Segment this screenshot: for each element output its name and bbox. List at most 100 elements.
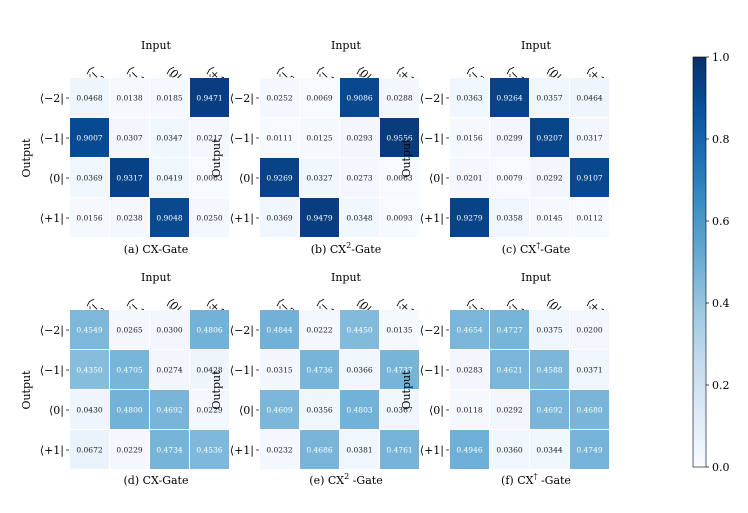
cell-value-label: 0.0357 [536, 94, 562, 103]
cell-value-label: 0.4737 [386, 366, 412, 375]
y-tick-label: ⟨+1| [40, 444, 64, 458]
cell-value-label: 0.0125 [306, 134, 332, 143]
cell-value-label: 0.9471 [196, 94, 222, 103]
colorbar-tick-label: 0.6 [712, 215, 730, 228]
heatmap-cell [340, 78, 379, 117]
cell-value-label: 0.4727 [496, 326, 522, 335]
cell-value-label: 0.4680 [576, 406, 602, 415]
heatmap-cell [70, 310, 109, 349]
cell-value-label: 0.0288 [386, 94, 412, 103]
colorbar-tick-label: 0.2 [712, 379, 730, 392]
cell-value-label: 0.0118 [456, 406, 482, 415]
cell-value-label: 0.0093 [386, 214, 412, 223]
heatmap-cell [570, 350, 609, 389]
heatmap-cell [570, 390, 609, 429]
heatmap-cell [380, 350, 419, 389]
cell-value-label: 0.0381 [346, 446, 372, 455]
heatmap-cell [190, 310, 229, 349]
cell-value-label: 0.4609 [266, 406, 292, 415]
y-tick-label: ⟨0| [429, 172, 444, 186]
y-tick-label: ⟨−2| [230, 92, 254, 106]
cell-value-label: 0.4705 [116, 366, 142, 375]
panel-caption: (f) CX† -Gate [501, 472, 571, 487]
caption-text: (e) CX [309, 474, 344, 487]
cell-value-label: 0.0112 [576, 214, 602, 223]
cell-value-label: 0.4736 [306, 366, 332, 375]
heatmap-cell [300, 118, 339, 157]
y-tick-label: ⟨−2| [40, 92, 64, 106]
cell-value-label: 0.0069 [306, 94, 332, 103]
heatmap-cell [380, 390, 419, 429]
panel-caption: (b) CX2-Gate [311, 241, 381, 256]
heatmap-cell [260, 118, 299, 157]
heatmap-cell [340, 198, 379, 237]
cell-value-label: 0.4803 [346, 406, 372, 415]
caption-text: -Gate [351, 243, 381, 256]
input-axis-title: Input [521, 271, 552, 284]
cell-value-label: 0.0201 [456, 174, 482, 183]
heatmap-cell [450, 310, 489, 349]
caption-superscript: † [533, 472, 537, 481]
cell-value-label: 0.0156 [456, 134, 482, 143]
heatmap-cell [70, 430, 109, 469]
heatmap-cell [490, 430, 529, 469]
cell-value-label: 0.0252 [266, 94, 292, 103]
heatmap-cell [70, 158, 109, 197]
cell-value-label: 0.0292 [536, 174, 562, 183]
heatmap-cell [380, 78, 419, 117]
output-axis-label: Output [20, 370, 33, 410]
input-axis-title: Input [331, 271, 362, 284]
y-tick-label: ⟨+1| [40, 212, 64, 226]
heatmap-cell [570, 158, 609, 197]
panel-caption: (c) CX†-Gate [502, 241, 571, 256]
heatmap-cell [450, 118, 489, 157]
cell-value-label: 0.4692 [536, 406, 562, 415]
cell-value-label: 0.0238 [116, 214, 142, 223]
y-tick-label: ⟨−1| [230, 132, 254, 146]
heatmap-cell [570, 78, 609, 117]
heatmap-cell [300, 350, 339, 389]
heatmap-cell [450, 158, 489, 197]
heatmap-cell [530, 430, 569, 469]
heatmap-cell [70, 390, 109, 429]
heatmap-cell [260, 78, 299, 117]
heatmap-cell [190, 198, 229, 237]
colorbar-tick-label: 0.4 [712, 297, 730, 310]
cell-value-label: 0.0265 [116, 326, 142, 335]
y-tick-label: ⟨0| [239, 172, 254, 186]
heatmap-cell [490, 390, 529, 429]
heatmap-cell [530, 118, 569, 157]
cell-value-label: 0.0428 [196, 366, 222, 375]
panel-caption: (e) CX2 -Gate [309, 472, 382, 487]
cell-value-label: 0.9556 [386, 134, 412, 143]
cell-value-label: 0.0293 [346, 134, 372, 143]
heatmap-cell [450, 78, 489, 117]
heatmap-cell [490, 350, 529, 389]
heatmap-cell [380, 310, 419, 349]
caption-text: (f) CX [501, 474, 534, 487]
cell-value-label: 0.0229 [196, 406, 222, 415]
cell-value-label: 0.0079 [496, 174, 522, 183]
heatmap-cell [490, 198, 529, 237]
heatmap-cell [490, 78, 529, 117]
cell-value-label: 0.0283 [456, 366, 482, 375]
heatmap-cell [570, 198, 609, 237]
heatmap-cell [110, 198, 149, 237]
heatmap-cell [530, 158, 569, 197]
heatmap-cell [340, 118, 379, 157]
heatmap-cell [380, 430, 419, 469]
heatmap-cell [450, 430, 489, 469]
caption-superscript: 2 [344, 472, 349, 481]
caption-superscript: 2 [346, 241, 351, 250]
cell-value-label: 0.9107 [576, 174, 602, 183]
cell-value-label: 0.0369 [76, 174, 102, 183]
heatmap-panels: Input Output ⟨−2| ⟨−1| ⟨0| ⟨+1| ⟨−2| ⟨−1| ⟨0| ⟨+1… [20, 39, 610, 487]
heatmap-cell [110, 350, 149, 389]
heatmap-cell [190, 390, 229, 429]
cell-value-label: 0.4450 [346, 326, 372, 335]
cell-value-label: 0.0672 [76, 446, 102, 455]
